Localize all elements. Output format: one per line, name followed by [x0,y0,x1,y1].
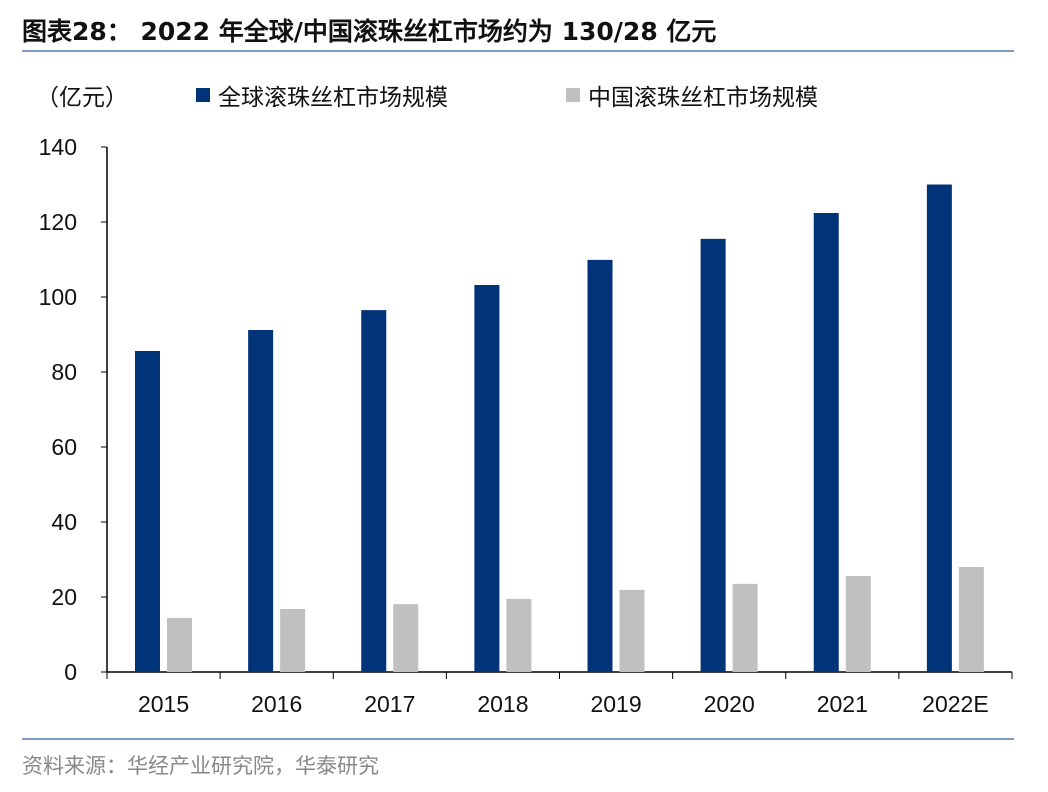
global-bar [926,184,952,672]
global-bar [135,351,160,672]
x-tick-label: 2016 [251,691,302,717]
legend-label: 中国滚珠丝杠市场规模 [588,85,818,111]
global-bar [813,213,839,672]
china-bar [732,583,758,672]
legend-swatch [196,88,210,102]
china-bar [506,598,532,672]
chart-title: 图表28： 2022 年全球/中国滚珠丝杠市场约为 130/28 亿元 [22,17,717,46]
china-bar [845,576,871,672]
unit-label: （亿元） [36,85,128,111]
global-bar [474,285,500,672]
legend-swatch [566,88,580,102]
y-tick-label: 120 [39,209,77,235]
x-tick-label: 2017 [364,691,415,717]
source-note: 资料来源：华经产业研究院，华泰研究 [22,754,379,778]
y-tick-label: 20 [51,584,77,610]
legend-label: 全球滚珠丝杠市场规模 [218,85,448,111]
global-bar [361,310,387,672]
global-bar [248,330,274,672]
china-bar [619,589,645,672]
x-tick-label: 2021 [817,691,868,717]
x-tick-label: 2019 [590,691,641,717]
x-tick-label: 2018 [477,691,528,717]
y-tick-label: 0 [64,659,77,685]
y-tick-label: 140 [39,134,77,160]
china-bar [280,609,306,672]
x-tick-label: 2020 [704,691,755,717]
y-tick-label: 100 [39,284,77,310]
y-tick-label: 40 [51,509,77,535]
y-tick-label: 80 [51,359,77,385]
y-tick-label: 60 [51,434,77,460]
footer-rule [22,738,1014,740]
global-bar [587,259,613,672]
legend-item-global: 全球滚珠丝杠市场规模 [196,78,448,112]
x-tick-label: 2022E [922,691,989,717]
china-bar [167,618,192,672]
global-bar [700,238,726,672]
china-bar [393,604,419,672]
china-bar [958,567,984,672]
legend-item-china: 中国滚珠丝杠市场规模 [566,78,818,112]
title-rule [22,50,1014,52]
x-tick-label: 2015 [138,691,189,717]
